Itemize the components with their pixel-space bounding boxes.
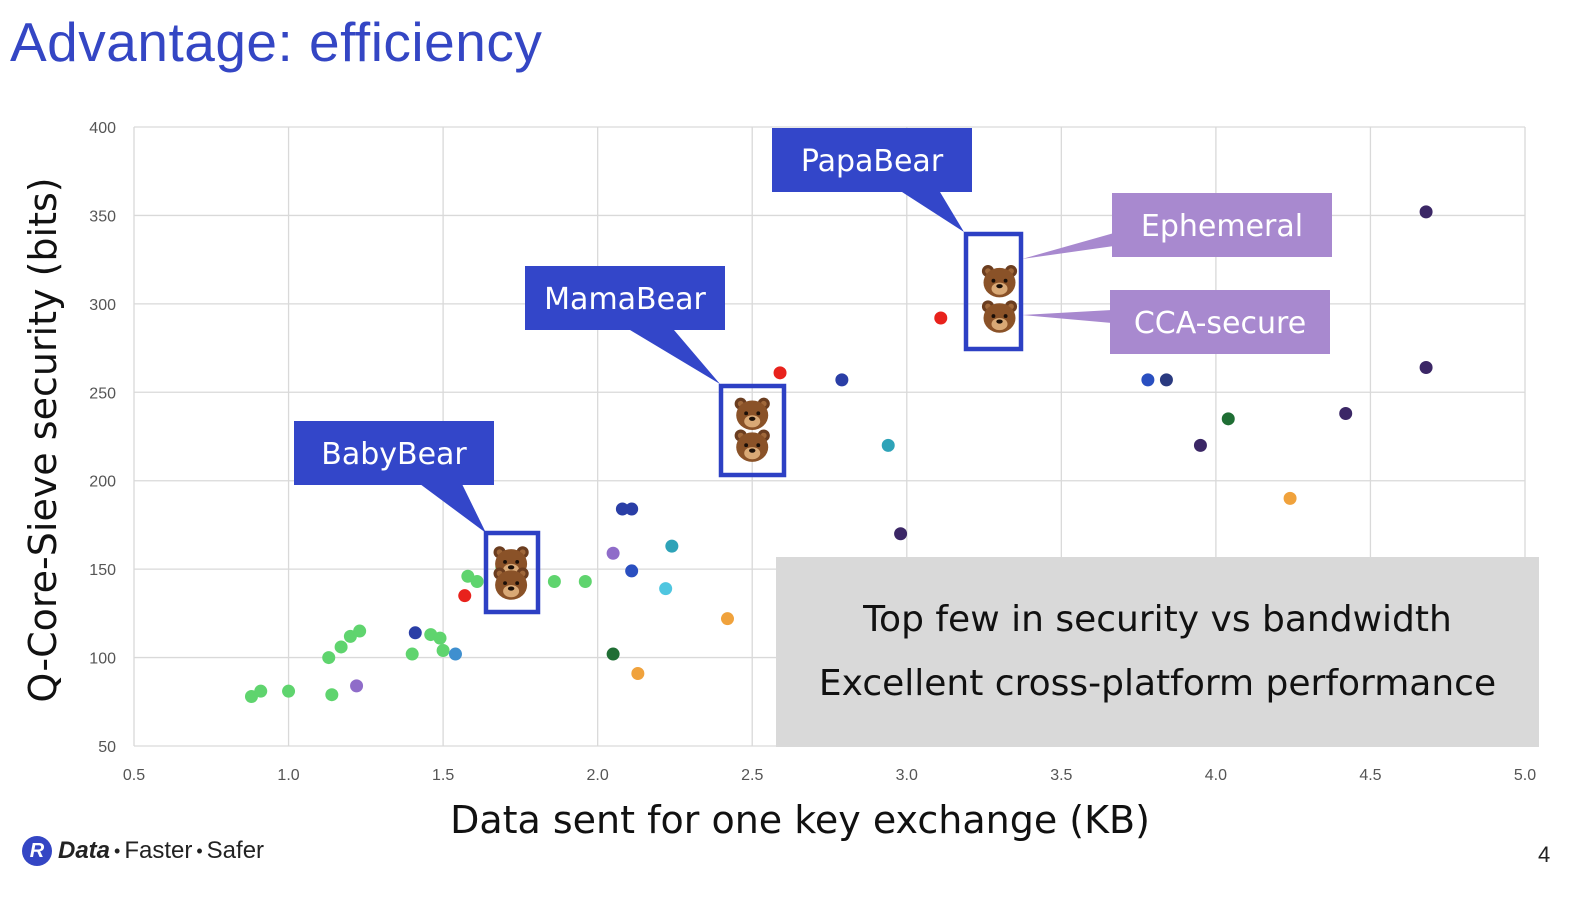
footer-logo: R Data • Faster • Safer	[22, 836, 264, 866]
data-point-1	[254, 684, 268, 698]
data-point-10	[408, 626, 422, 640]
data-point-4	[322, 651, 336, 665]
data-point-21	[606, 546, 620, 560]
x-tick-label: 3.0	[896, 767, 918, 784]
cca-callout	[1110, 290, 1330, 354]
data-point-20	[578, 575, 592, 589]
slide-title: Advantage: efficiency	[10, 11, 543, 73]
data-point-27	[659, 582, 673, 596]
summary-line-performance: Excellent cross-platform performance	[818, 663, 1497, 704]
data-point-32	[881, 438, 895, 452]
x-tick-label: 4.5	[1359, 767, 1381, 784]
data-point-13	[436, 643, 450, 657]
ephemeral-callout-tail	[1022, 233, 1114, 259]
x-tick-labels: 0.5 1.0 1.5 2.0 2.5 3.0 3.5 4.0 4.5 5.0	[123, 767, 1536, 784]
data-point-14	[448, 647, 462, 661]
data-point-12	[433, 631, 447, 645]
x-tick-label: 2.0	[587, 767, 609, 784]
y-tick-label: 350	[89, 208, 116, 225]
data-point-25	[625, 564, 639, 578]
logo-separator: •	[196, 840, 203, 861]
data-point-23	[615, 502, 629, 516]
x-tick-label: 1.5	[432, 767, 454, 784]
data-point-30	[773, 366, 787, 380]
data-point-41	[1419, 205, 1433, 219]
logo-tag-safer: Safer	[206, 837, 265, 864]
mamabear-callout-tail	[630, 330, 720, 384]
bear-points	[493, 265, 1018, 600]
data-point-15	[458, 589, 472, 603]
x-tick-label: 3.5	[1050, 767, 1072, 784]
data-point-19	[547, 575, 561, 589]
data-point-8	[350, 679, 364, 693]
ephemeral-callout-label: Ephemeral	[1141, 209, 1303, 244]
mamabear-callout-label: MamaBear	[544, 282, 706, 317]
logo-separator: •	[114, 840, 121, 861]
papabear-highlight-box	[963, 231, 1024, 352]
mamabear-top-bear-icon	[734, 397, 770, 430]
data-point-38	[1221, 412, 1235, 426]
papabear-callout-tail	[902, 192, 964, 232]
babybear-callout-tail	[420, 484, 486, 533]
data-point-9	[405, 647, 419, 661]
y-tick-label: 150	[89, 562, 116, 579]
data-point-33	[894, 527, 908, 541]
data-point-28	[665, 539, 679, 553]
data-point-40	[1339, 407, 1353, 421]
x-axis-label: Data sent for one key exchange (KB)	[450, 798, 1150, 842]
x-tick-label: 2.5	[741, 767, 763, 784]
cca-callout-label: CCA-secure	[1134, 306, 1306, 341]
data-points	[244, 205, 1433, 703]
papabear-callout-label: PapaBear	[801, 144, 944, 179]
data-point-7	[353, 624, 367, 638]
data-point-3	[325, 688, 339, 702]
data-point-17	[470, 575, 484, 589]
babybear-highlight-box	[483, 530, 541, 615]
data-point-29	[720, 612, 734, 626]
summary-line-security: Top few in security vs bandwidth	[863, 599, 1452, 640]
mamabear-bottom-bear-icon	[734, 429, 770, 462]
logo-r-icon: R	[22, 836, 52, 866]
page-number: 4	[1538, 842, 1551, 867]
y-axis-label: Q-Core-Sieve security (bits)	[21, 177, 65, 702]
y-tick-labels: 50 100 150 200 250 300 350 400	[89, 120, 116, 756]
cca-callout-tail	[1022, 310, 1112, 323]
data-point-34	[934, 311, 948, 325]
data-point-37	[1193, 438, 1207, 452]
y-tick-label: 100	[89, 651, 116, 668]
data-point-5	[334, 640, 348, 654]
y-tick-label: 400	[89, 120, 116, 137]
logo-tag-faster: Faster	[124, 837, 193, 864]
papabear-top-bear-icon	[981, 265, 1018, 298]
data-point-2	[282, 684, 296, 698]
data-point-36	[1159, 373, 1173, 387]
data-point-31	[835, 373, 849, 387]
logo-word: Data	[58, 837, 111, 864]
mamabear-highlight-box	[718, 383, 787, 478]
data-point-35	[1141, 373, 1155, 387]
papabear-bottom-bear-icon	[981, 300, 1018, 333]
x-tick-label: 4.0	[1205, 767, 1227, 784]
mamabear-callout	[525, 266, 725, 330]
y-tick-label: 300	[89, 297, 116, 314]
data-point-39	[1283, 491, 1297, 505]
ephemeral-callout	[1112, 193, 1332, 257]
y-tick-label: 250	[89, 385, 116, 402]
babybear-callout	[294, 421, 494, 485]
data-point-22	[606, 647, 620, 661]
data-point-24	[625, 502, 639, 516]
babybear-bottom-bear-icon	[493, 567, 529, 600]
y-tick-label: 50	[98, 739, 116, 756]
x-tick-label: 0.5	[123, 767, 145, 784]
data-point-42	[1419, 361, 1433, 375]
summary-box: Top few in security vs bandwidth Excelle…	[776, 557, 1539, 747]
data-point-26	[631, 666, 645, 680]
y-tick-label: 200	[89, 474, 116, 491]
papabear-callout	[772, 128, 972, 192]
x-tick-label: 5.0	[1514, 767, 1536, 784]
x-tick-label: 1.0	[277, 767, 299, 784]
babybear-callout-label: BabyBear	[321, 437, 467, 472]
